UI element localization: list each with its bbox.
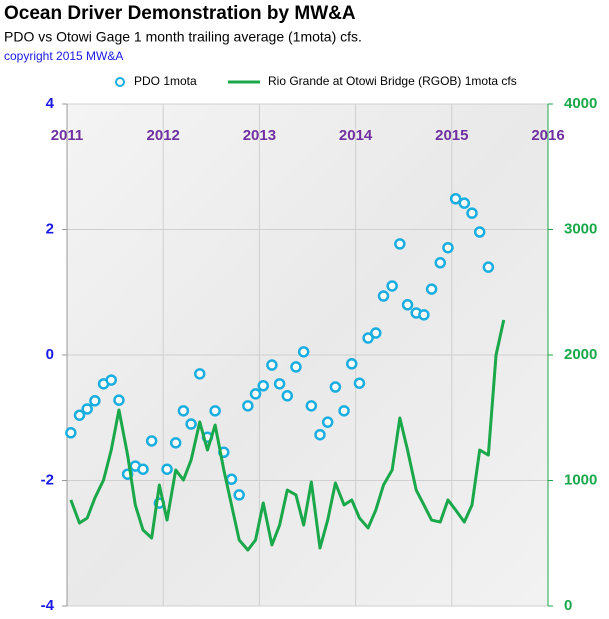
pdo-point: [65, 427, 77, 439]
pdo-point: [177, 405, 190, 417]
y2-tick-label: 3000: [564, 220, 597, 237]
rgob-line: [69, 319, 506, 552]
pdo-point: [377, 290, 390, 302]
pdo-point: [169, 437, 182, 449]
pdo-point: [434, 257, 447, 269]
chart-title: Ocean Driver Demonstration by MW&A: [4, 3, 356, 24]
pdo-point: [338, 405, 350, 417]
pdo-point: [194, 368, 206, 380]
pdo-point: [105, 374, 118, 386]
pdo-point: [89, 395, 101, 407]
x-tick-label: 2015: [435, 127, 468, 144]
pdo-point: [321, 416, 334, 428]
legend-label: PDO 1mota: [134, 74, 197, 88]
pdo-point: [161, 463, 173, 475]
pdo-point: [362, 332, 374, 344]
y-tick-label: -4: [41, 597, 55, 614]
pdo-point: [145, 435, 158, 447]
pdo-point: [185, 418, 197, 430]
pdo-point: [73, 409, 86, 421]
pdo-point: [242, 400, 254, 412]
pdo-point: [305, 400, 318, 412]
x-tick-label: 2012: [147, 127, 180, 144]
y2-tick-label: 4000: [564, 95, 597, 112]
pdo-point: [329, 381, 342, 393]
pdo-point: [353, 377, 366, 389]
pdo-point: [401, 299, 414, 311]
x-tick-label: 2014: [339, 127, 373, 144]
pdo-point: [257, 379, 269, 392]
pdo-point: [249, 388, 262, 400]
y-tick-label: 4: [46, 95, 55, 112]
pdo-point: [137, 463, 149, 475]
y-tick-label: 0: [46, 346, 54, 363]
pdo-point: [314, 428, 326, 441]
y2-tick-label: 1000: [564, 471, 597, 488]
pdo-point: [81, 403, 93, 415]
pdo-point: [225, 473, 238, 485]
pdo-point: [466, 207, 478, 219]
chart-subtitle: PDO vs Otowi Gage 1 month trailing avera…: [4, 29, 362, 45]
pdo-point: [425, 283, 438, 295]
pdo-point: [386, 280, 398, 292]
pdo-point: [346, 358, 358, 370]
pdo-point: [473, 226, 486, 238]
y-tick-label: -2: [41, 471, 54, 488]
y-tick-label: 2: [46, 220, 54, 237]
legend-marker: [115, 77, 125, 87]
pdo-point: [209, 405, 221, 417]
pdo-point: [273, 378, 286, 390]
y2-tick-label: 2000: [564, 346, 597, 363]
pdo-point: [442, 241, 454, 254]
pdo-point: [113, 394, 125, 406]
x-tick-label: 2013: [243, 127, 276, 144]
pdo-point: [482, 261, 495, 273]
pdo-point: [290, 361, 302, 373]
pdo-point: [458, 197, 471, 209]
pdo-point: [449, 193, 462, 205]
pdo-point: [418, 309, 430, 321]
pdo-point: [297, 346, 310, 358]
pdo-point: [370, 327, 382, 339]
pdo-point: [394, 238, 406, 250]
pdo-point: [233, 489, 245, 501]
legend-label: Rio Grande at Otowi Bridge (RGOB) 1mota …: [268, 74, 517, 88]
y2-tick-label: 0: [564, 597, 572, 614]
copyright: copyright 2015 MW&A: [4, 49, 123, 63]
pdo-point: [266, 359, 278, 371]
pdo-point: [281, 390, 294, 402]
